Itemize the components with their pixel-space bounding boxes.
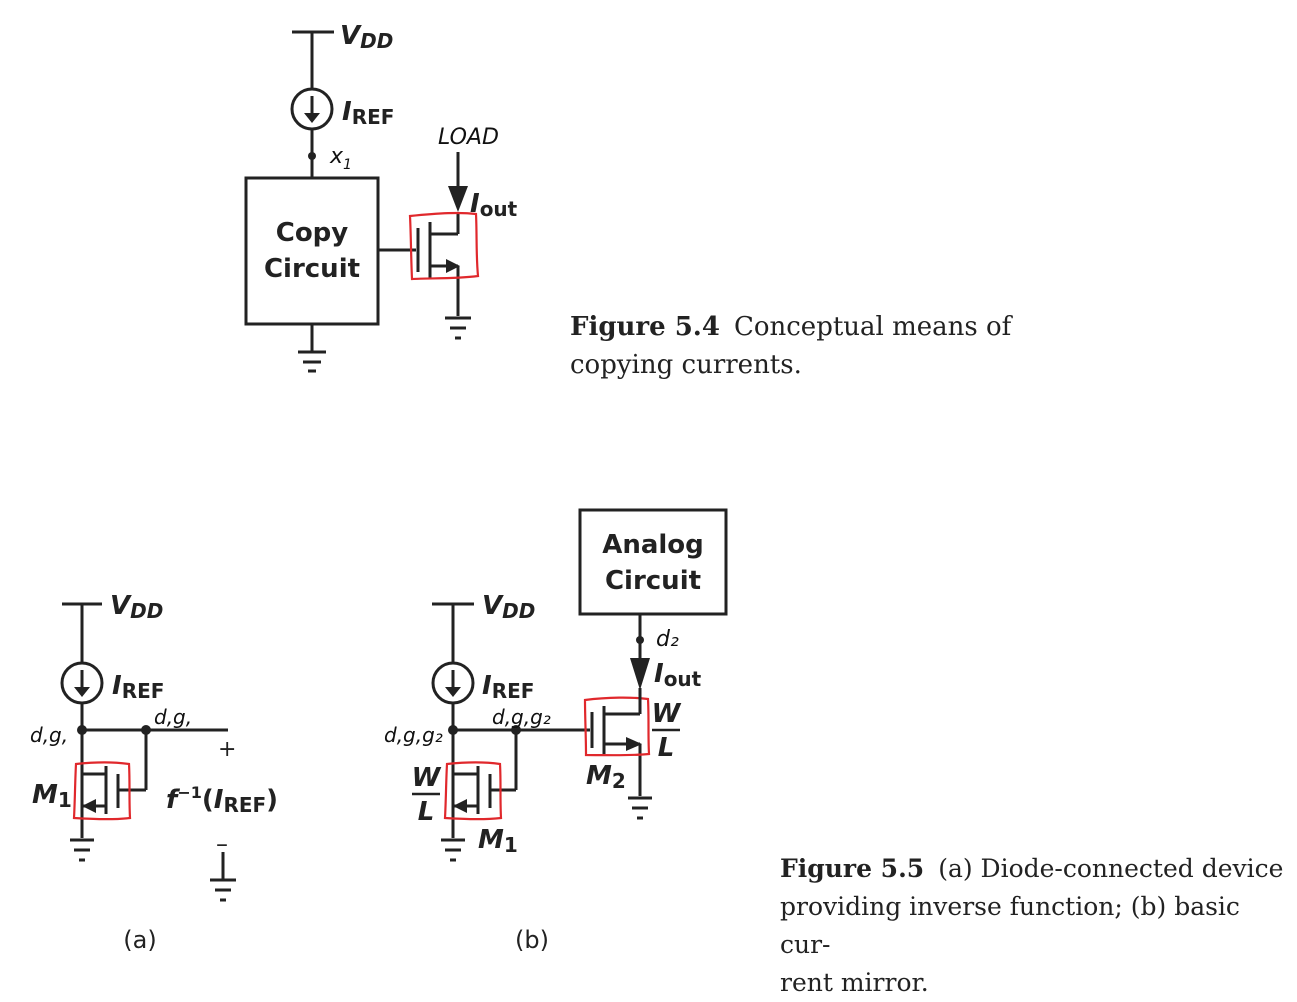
annotation-dgg2-mid: d,g,g₂ [492,705,551,729]
nmos-transistor-output [416,214,460,316]
iref-label: IREF [342,97,394,129]
panel-label-b: (b) [515,926,549,954]
analog-circuit-box [578,508,728,616]
node-x1-label: x1 [329,144,352,173]
ground-symbol [628,796,652,820]
iout-arrow [448,186,468,212]
caption-number: Figure 5.4 [570,312,720,342]
vdd-label: VDD [340,21,393,53]
iref-label: IREF [112,671,164,703]
m1-label: M1 [478,825,518,857]
circuit-diagrams: VDD IREF x1 Copy Circuit [30,21,728,954]
caption-line1: Conceptual means of [733,312,1012,342]
ground-symbol [441,838,465,862]
hand-highlight-box [443,761,503,821]
node-x1-dot [308,152,316,160]
current-source-iref [60,661,104,705]
copy-circuit-line2: Circuit [264,254,360,284]
analog-circuit-line2: Circuit [605,566,701,596]
copy-circuit-box [244,176,380,326]
copy-circuit-line1: Copy [276,218,349,248]
inverse-function-label: f−1(IREF) [166,783,278,817]
m1-label: M1 [32,780,72,812]
iout-label: Iout [470,189,518,221]
annotation-d2: d₂ [656,627,679,652]
iout-label: Iout [654,659,702,691]
load-annotation: LOAD [438,125,499,150]
minus-sign: – [216,830,228,858]
ground-symbol [210,852,236,902]
caption-number: Figure 5.5 [780,854,925,883]
current-source-iref [290,87,334,131]
caption-line2: copying currents. [570,350,802,380]
ground-symbol [70,838,94,862]
m2-label: M2 [586,761,626,793]
panel-label-a: (a) [123,926,156,954]
vdd-label: VDD [482,591,535,623]
figure-5-5-caption: Figure 5.5 (a) Diode-connected device pro… [780,850,1292,1002]
figure-5-5b: VDD IREF d,g,g₂ d,g,g₂ W L M1 [384,508,728,954]
ground-symbol [445,316,471,340]
figure-5-4-caption: Figure 5.4 Conceptual means of copying cu… [570,308,1030,384]
annotation-dgg2-left: d,g,g₂ [384,723,443,747]
figure-5-5a: VDD IREF d,g, d,g, M1 + f−1(IREF) – [30,591,278,954]
nmos-transistor-m1 [453,766,492,814]
hand-highlight-box [408,211,480,281]
caption-line2: providing inverse function; (b) basic cu… [780,892,1240,959]
annotation-dg1-right: d,g, [154,705,192,729]
iref-label: IREF [482,671,534,703]
l-label-m1: L [418,797,435,827]
vdd-label: VDD [110,591,163,623]
ground-symbol [298,324,326,373]
plus-sign: + [218,737,236,762]
figure-5-4: VDD IREF x1 Copy Circuit [244,21,518,373]
nmos-transistor-m2 [590,706,642,796]
analog-circuit-line1: Analog [602,530,704,560]
iout-arrow [630,658,650,690]
hand-highlight-box [72,761,132,821]
w-label-m2: W [652,699,682,729]
caption-line1: (a) Diode-connected device [938,854,1284,883]
hand-highlight-box [583,696,651,757]
caption-line3: rent mirror. [780,968,929,997]
w-label-m1: W [412,763,442,793]
annotation-dg1-left: d,g, [30,723,68,747]
nmos-transistor-m1 [82,766,120,814]
l-label-m2: L [658,733,675,763]
current-source-iref [431,661,475,705]
